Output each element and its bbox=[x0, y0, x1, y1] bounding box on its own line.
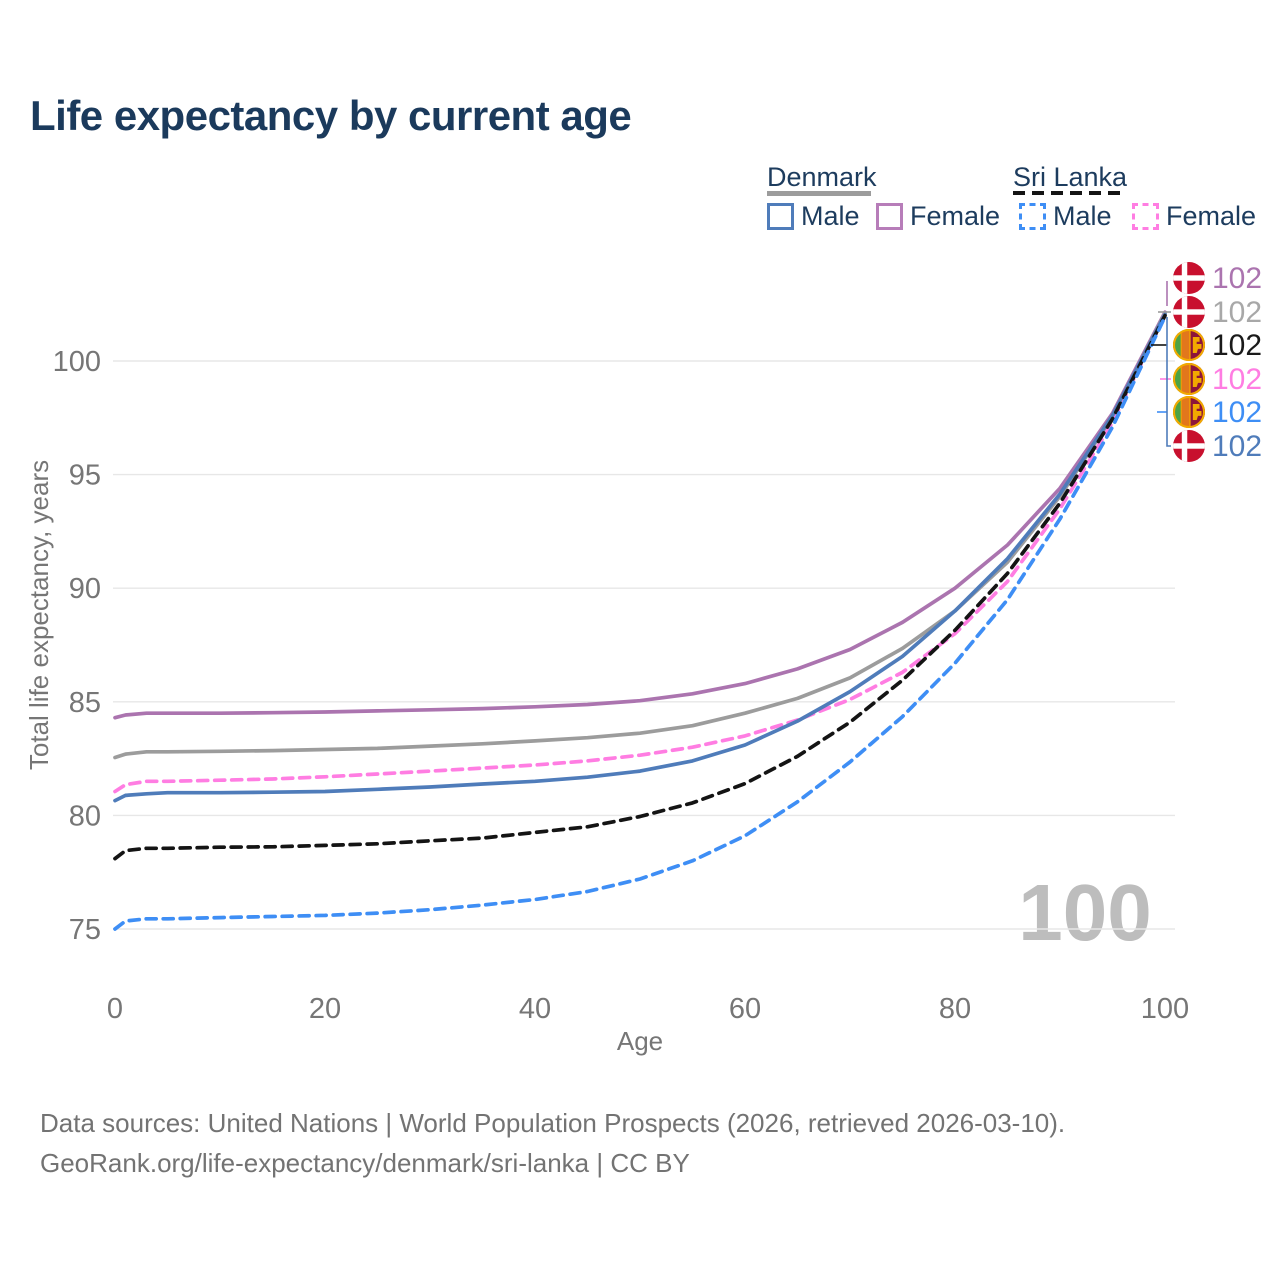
y-axis-tick-label: 100 bbox=[53, 346, 101, 378]
legend-group-denmark[interactable]: Denmark bbox=[767, 162, 877, 192]
end-label-value: 102 bbox=[1212, 396, 1262, 429]
attribution-link-text[interactable]: GeoRank.org/life-expectancy/denmark/sri-… bbox=[40, 1148, 690, 1178]
end-label-value: 102 bbox=[1212, 430, 1262, 463]
end-label-value: 102 bbox=[1212, 363, 1262, 396]
legend-group-sri-lanka[interactable]: Sri Lanka bbox=[1013, 162, 1128, 192]
end-label-sl-both: 102 bbox=[1173, 329, 1262, 362]
legend-item-sri-lanka-male[interactable]: Male bbox=[1019, 203, 1112, 230]
end-label-dk-male: 102 bbox=[1173, 430, 1262, 463]
x-axis-tick-label: 0 bbox=[107, 993, 123, 1025]
y-axis-tick-label: 80 bbox=[69, 800, 101, 832]
legend-item-label: Female bbox=[1166, 201, 1257, 231]
x-axis-tick-label: 40 bbox=[519, 993, 551, 1025]
denmark-solid-line-sample bbox=[767, 191, 871, 196]
denmark-flag-icon bbox=[1173, 430, 1205, 462]
series-line-sl-male[interactable] bbox=[113, 314, 1167, 931]
x-axis-tick-label: 100 bbox=[1141, 993, 1189, 1025]
x-axis-tick-label: 80 bbox=[939, 993, 971, 1025]
series-line-dk-male[interactable] bbox=[113, 312, 1167, 803]
age-watermark: 100 bbox=[1018, 868, 1151, 957]
legend-item-label: Male bbox=[801, 201, 860, 231]
end-label-sl-female: 102 bbox=[1173, 363, 1262, 396]
end-label-dk-female: 102 bbox=[1173, 262, 1262, 295]
sri-lanka-female-swatch-icon bbox=[1132, 203, 1159, 230]
x-axis-tick-label: 60 bbox=[729, 993, 761, 1025]
legend-item-denmark-female[interactable]: Female bbox=[876, 203, 1000, 230]
denmark-flag-icon bbox=[1173, 262, 1205, 294]
legend-item-denmark-male[interactable]: Male bbox=[767, 203, 860, 230]
y-axis-title: Total life expectancy, years bbox=[24, 460, 54, 770]
page-title: Life expectancy by current age bbox=[30, 92, 632, 139]
denmark-flag-icon bbox=[1173, 296, 1205, 328]
legend-item-label: Female bbox=[910, 201, 1001, 231]
denmark-female-swatch-icon bbox=[876, 203, 903, 230]
sri-lanka-male-swatch-icon bbox=[1019, 203, 1046, 230]
end-label-value: 102 bbox=[1212, 262, 1262, 295]
sri-lanka-dashed-line-sample bbox=[1013, 191, 1126, 195]
series-line-dk-both[interactable] bbox=[113, 311, 1167, 760]
series-line-sl-female[interactable] bbox=[113, 313, 1167, 794]
legend-item-label: Male bbox=[1053, 201, 1112, 231]
y-axis-tick-label: 95 bbox=[69, 460, 101, 492]
series-line-dk-female[interactable] bbox=[113, 310, 1167, 720]
end-label-value: 102 bbox=[1212, 296, 1262, 329]
x-axis-tick-label: 20 bbox=[309, 993, 341, 1025]
series-line-sl-both[interactable] bbox=[113, 313, 1167, 861]
end-label-value: 102 bbox=[1212, 329, 1262, 362]
leader-line-dk-male bbox=[1166, 317, 1171, 447]
legend-item-sri-lanka-female[interactable]: Female bbox=[1132, 203, 1256, 230]
y-axis-tick-label: 90 bbox=[69, 573, 101, 605]
data-sources-text: Data sources: United Nations | World Pop… bbox=[40, 1108, 1066, 1138]
end-label-dk-both: 102 bbox=[1173, 296, 1262, 329]
y-axis-tick-label: 85 bbox=[69, 687, 101, 719]
x-axis-title: Age bbox=[617, 1026, 663, 1056]
y-axis-tick-label: 75 bbox=[69, 914, 101, 946]
end-label-sl-male: 102 bbox=[1173, 396, 1262, 429]
denmark-male-swatch-icon bbox=[767, 203, 794, 230]
